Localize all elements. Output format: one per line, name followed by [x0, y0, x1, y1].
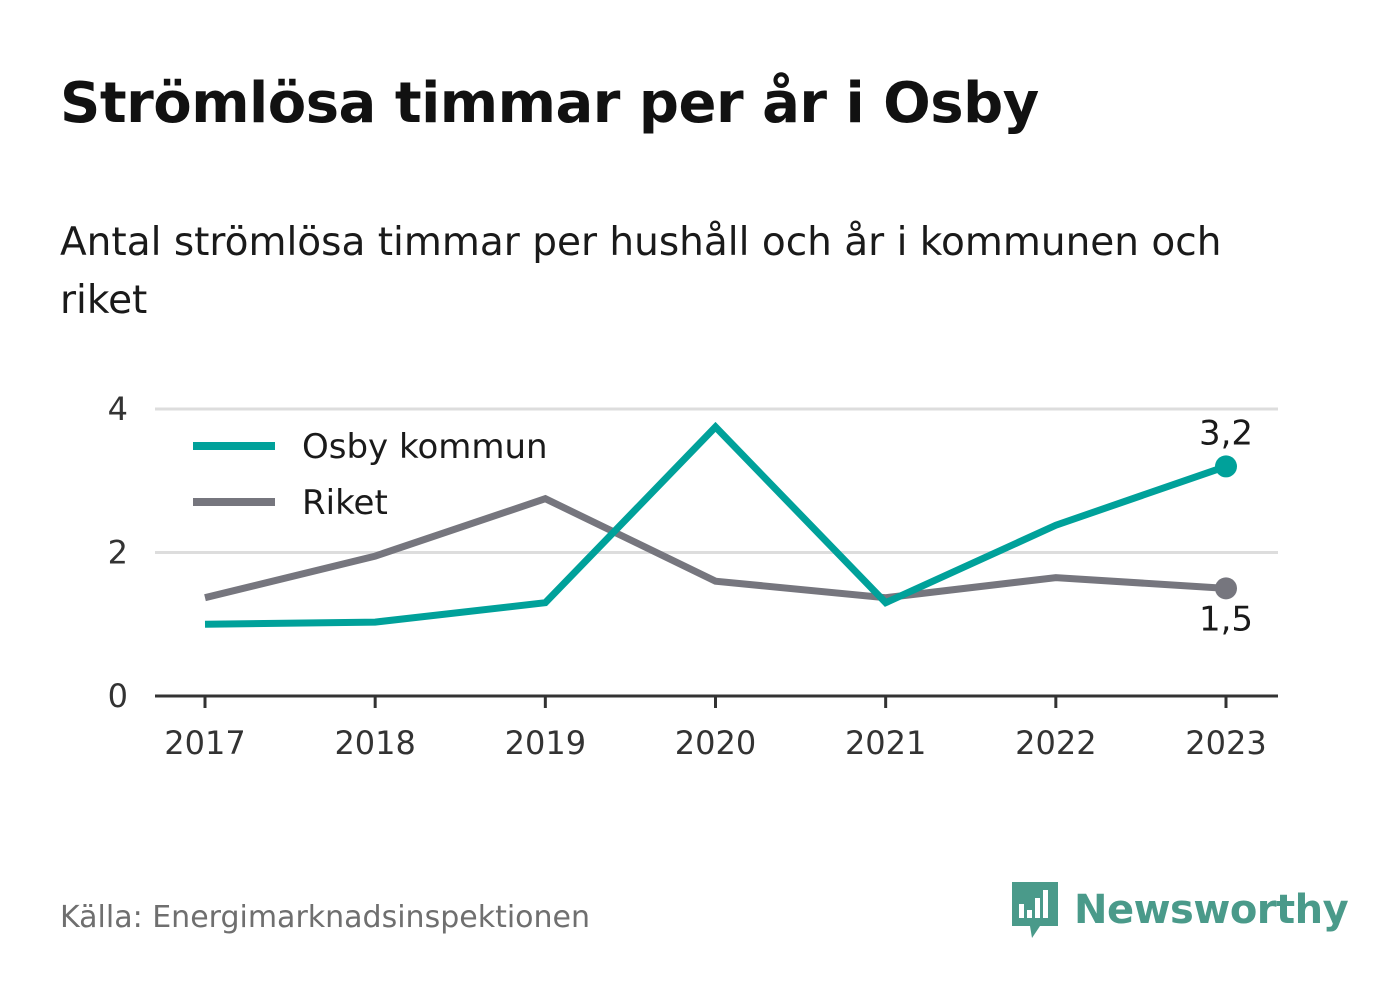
- end-label-1: 1,5: [1199, 599, 1253, 639]
- end-label-0: 3,2: [1199, 413, 1253, 453]
- legend: Osby kommun Riket: [193, 427, 548, 523]
- end-labels: 3,2 1,5: [1199, 413, 1253, 639]
- legend-label-0: Osby kommun: [302, 427, 548, 467]
- chart-title: Strömlösa timmar per år i Osby: [60, 71, 1039, 136]
- x-tick-label-2019: 2019: [505, 724, 586, 762]
- series-line-1: [204, 494, 1227, 602]
- chart-subtitle: Antal strömlösa timmar per hushåll och å…: [60, 220, 1222, 323]
- y-tick-label-0: 0: [108, 677, 128, 715]
- legend-label-1: Riket: [302, 483, 388, 523]
- x-tick-label-2023: 2023: [1185, 724, 1266, 762]
- y-tick-label-4: 4: [108, 390, 128, 428]
- series-lines: [204, 421, 1237, 628]
- line-chart: 0 2 4 2017 2018 2019 2020 2021 2022 2023 Osby ko…: [108, 390, 1278, 762]
- series-line-0: [204, 421, 1228, 628]
- x-tick-label-2020: 2020: [675, 724, 756, 762]
- brand-name: Newsworthy: [1074, 887, 1349, 933]
- newsworthy-bar-chart-logo-icon: [1012, 882, 1058, 938]
- source-note: Källa: Energimarknadsinspektionen: [60, 900, 591, 935]
- x-axis: 2017 2018 2019 2020 2021 2022 2023: [155, 694, 1278, 762]
- end-point-1: [1215, 577, 1237, 600]
- x-tick-label-2018: 2018: [334, 724, 415, 762]
- brand-logo: Newsworthy: [1010, 878, 1349, 942]
- x-tick-label-2021: 2021: [845, 724, 926, 762]
- y-axis-ticks: 0 2 4: [108, 390, 128, 715]
- x-tick-label-2017: 2017: [164, 724, 245, 762]
- grid-lines: [155, 407, 1278, 554]
- y-tick-label-2: 2: [108, 534, 128, 572]
- end-point-0: [1215, 455, 1237, 478]
- x-tick-label-2022: 2022: [1015, 724, 1096, 762]
